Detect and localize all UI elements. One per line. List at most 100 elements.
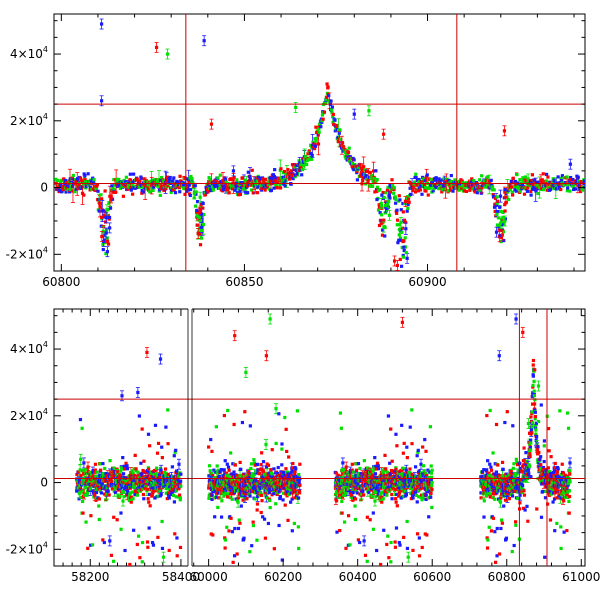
data-point: [217, 474, 222, 478]
data-point: [288, 175, 292, 179]
data-point: [451, 189, 455, 193]
data-point: [556, 175, 560, 179]
data-point: [400, 245, 404, 250]
data-point: [309, 157, 314, 161]
data-point: [240, 480, 244, 484]
data-point: [168, 179, 172, 183]
data-point: [166, 472, 170, 477]
data-point: [395, 492, 399, 497]
data-point: [390, 497, 394, 501]
data-point: [348, 543, 352, 547]
data-point: [495, 526, 499, 531]
data-point: [488, 408, 492, 413]
data-point: [254, 480, 259, 484]
data-point: [58, 188, 62, 192]
data-point: [522, 493, 527, 497]
data-point: [577, 183, 582, 187]
data-point: [124, 180, 128, 184]
data-point: [232, 479, 236, 484]
data-point: [383, 453, 387, 457]
data-point: [297, 159, 301, 163]
data-point: [112, 177, 116, 182]
data-point: [430, 483, 434, 488]
data-point: [339, 426, 343, 430]
data-point: [89, 514, 93, 518]
data-point: [514, 523, 518, 527]
data-point: [128, 491, 133, 495]
data-point: [375, 177, 379, 182]
data-point: [226, 465, 231, 469]
data-point: [99, 231, 104, 242]
data-point: [499, 235, 504, 239]
data-point: [93, 468, 97, 472]
data-point: [201, 206, 205, 210]
data-point: [417, 469, 421, 473]
data-point: [166, 408, 170, 412]
data-point: [258, 486, 262, 491]
data-point: [61, 187, 66, 191]
data-point: [198, 243, 203, 247]
data-point: [225, 525, 229, 529]
data-point: [148, 478, 153, 482]
data-point: [518, 178, 522, 182]
data-point: [127, 498, 131, 503]
data-point: [336, 473, 340, 477]
data-point: [434, 185, 439, 190]
data-point: [515, 460, 519, 465]
data-point: [565, 189, 569, 193]
data-point: [374, 169, 378, 173]
data-point: [403, 245, 408, 249]
data-point: [152, 471, 156, 475]
data-point: [390, 459, 394, 463]
data-point: [424, 497, 428, 502]
data-point: [417, 554, 422, 558]
data-point: [373, 455, 377, 460]
data-point: [418, 188, 422, 192]
data-point: [140, 471, 144, 476]
data-point: [421, 486, 425, 490]
data-point: [222, 413, 226, 418]
data-point: [379, 478, 384, 482]
data-point: [429, 495, 433, 499]
data-point: [464, 189, 469, 194]
data-point: [211, 533, 215, 537]
data-point: [59, 178, 64, 182]
data-point: [514, 520, 518, 524]
data-point: [395, 444, 399, 448]
data-point: [95, 487, 99, 491]
data-point: [406, 202, 410, 207]
data-point: [105, 246, 110, 258]
data-point: [149, 471, 154, 475]
data-point: [488, 186, 492, 190]
data-point: [434, 176, 438, 180]
data-point: [152, 483, 156, 487]
data-point: [138, 480, 142, 484]
data-point: [172, 188, 176, 192]
data-point: [504, 200, 508, 204]
data-point: [395, 223, 399, 227]
data-point: [493, 530, 497, 534]
data-point: [229, 177, 233, 181]
data-point: [508, 188, 512, 192]
data-point: [482, 515, 486, 519]
data-point: [279, 167, 283, 171]
data-point: [330, 105, 334, 109]
data-point: [533, 368, 537, 372]
data-point: [402, 245, 406, 249]
data-point: [456, 182, 460, 186]
data-point: [412, 186, 416, 190]
data-point: [142, 479, 146, 483]
data-point: [133, 186, 137, 190]
data-point: [170, 465, 174, 469]
data-point: [240, 420, 245, 425]
data-point: [382, 528, 386, 532]
data-point: [124, 175, 128, 179]
data-point: [116, 470, 120, 474]
data-point: [530, 402, 535, 406]
data-point: [498, 228, 502, 232]
data-point: [489, 529, 494, 533]
data-point: [104, 212, 109, 224]
data-point: [216, 487, 220, 492]
data-point: [363, 553, 368, 557]
data-point: [219, 515, 224, 519]
